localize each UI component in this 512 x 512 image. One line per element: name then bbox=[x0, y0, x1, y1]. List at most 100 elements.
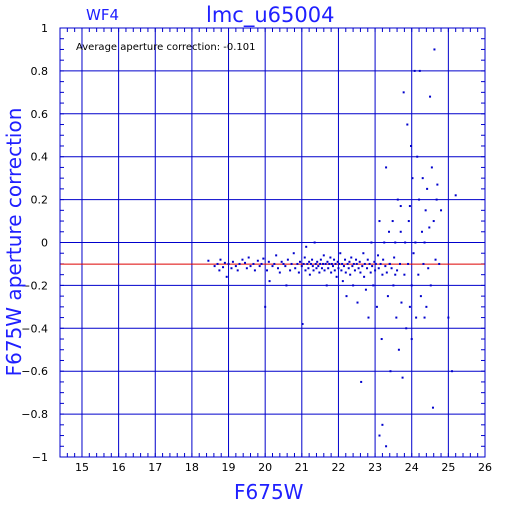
data-point bbox=[388, 230, 391, 233]
data-point bbox=[333, 258, 336, 261]
data-point bbox=[366, 258, 369, 261]
data-point bbox=[341, 280, 344, 283]
data-point bbox=[396, 269, 399, 272]
data-point bbox=[440, 209, 443, 212]
data-point bbox=[402, 91, 405, 94]
data-point bbox=[213, 265, 216, 268]
data-point bbox=[334, 262, 337, 265]
data-point bbox=[355, 262, 358, 265]
data-point bbox=[364, 288, 367, 291]
data-point bbox=[247, 256, 250, 259]
x-tick-label: 20 bbox=[258, 461, 272, 474]
y-tick-label: −0.4 bbox=[21, 322, 48, 335]
data-point bbox=[330, 271, 333, 274]
data-point bbox=[394, 273, 397, 276]
average-annotation: Average aperture correction: -0.101 bbox=[76, 42, 256, 53]
grid-lines bbox=[59, 27, 486, 458]
data-point bbox=[289, 269, 292, 272]
data-point bbox=[405, 327, 408, 330]
data-point bbox=[355, 258, 358, 261]
data-point bbox=[363, 262, 366, 265]
data-point bbox=[426, 187, 429, 190]
x-tick-label: 15 bbox=[75, 461, 89, 474]
data-point bbox=[380, 338, 383, 341]
data-point bbox=[390, 267, 393, 270]
data-point bbox=[418, 198, 421, 201]
data-point bbox=[311, 258, 314, 261]
data-point bbox=[339, 252, 342, 255]
data-point bbox=[273, 262, 276, 265]
data-point bbox=[435, 198, 438, 201]
x-tick-label: 24 bbox=[405, 461, 419, 474]
data-point bbox=[296, 262, 299, 265]
data-point bbox=[404, 241, 407, 244]
data-point bbox=[414, 241, 417, 244]
data-point bbox=[422, 262, 425, 265]
data-point bbox=[301, 323, 304, 326]
data-point bbox=[367, 316, 370, 319]
data-point bbox=[329, 256, 332, 259]
data-point bbox=[381, 423, 384, 426]
data-point bbox=[264, 305, 267, 308]
data-point bbox=[423, 241, 426, 244]
data-point bbox=[207, 259, 210, 262]
data-point bbox=[361, 265, 364, 268]
x-tick-label: 21 bbox=[295, 461, 309, 474]
x-axis-label: F675W bbox=[234, 480, 304, 504]
data-point bbox=[294, 267, 297, 270]
data-point bbox=[322, 254, 325, 257]
data-point bbox=[413, 69, 416, 72]
y-tick-label: −0.2 bbox=[21, 279, 48, 292]
data-point bbox=[260, 262, 263, 265]
data-point bbox=[410, 338, 413, 341]
data-point bbox=[276, 267, 279, 270]
data-point bbox=[290, 262, 293, 265]
data-point bbox=[340, 269, 343, 272]
data-point bbox=[421, 177, 424, 180]
data-point bbox=[454, 194, 457, 197]
data-point bbox=[392, 284, 395, 287]
data-point bbox=[238, 262, 241, 265]
data-point bbox=[352, 262, 355, 265]
y-tick-label: 0 bbox=[41, 237, 48, 250]
data-point bbox=[253, 269, 256, 272]
data-point bbox=[447, 316, 450, 319]
data-point bbox=[377, 254, 380, 257]
data-point bbox=[336, 260, 339, 263]
data-point bbox=[368, 262, 371, 265]
x-tick-label: 16 bbox=[112, 461, 126, 474]
data-point bbox=[359, 271, 362, 274]
y-axis-label: F675W aperture correction bbox=[2, 107, 26, 377]
data-point bbox=[305, 245, 308, 248]
data-point bbox=[218, 269, 221, 272]
data-point bbox=[377, 267, 380, 270]
data-point bbox=[424, 209, 427, 212]
data-point bbox=[395, 316, 398, 319]
data-point bbox=[411, 177, 414, 180]
data-point bbox=[406, 123, 409, 126]
data-point bbox=[227, 262, 230, 265]
y-tick-label: 0.2 bbox=[31, 194, 49, 207]
data-point bbox=[363, 275, 366, 278]
data-point bbox=[320, 267, 323, 270]
data-point bbox=[394, 241, 397, 244]
data-point bbox=[262, 257, 265, 260]
data-point bbox=[388, 262, 391, 265]
y-tick-label: 0.6 bbox=[31, 108, 49, 121]
data-point bbox=[306, 262, 309, 265]
data-point bbox=[403, 273, 406, 276]
data-point bbox=[412, 252, 415, 255]
data-point bbox=[372, 284, 375, 287]
data-point bbox=[230, 267, 233, 270]
data-point bbox=[267, 260, 270, 263]
data-point bbox=[399, 205, 402, 208]
data-point bbox=[375, 305, 378, 308]
data-point bbox=[358, 260, 361, 263]
data-point bbox=[415, 316, 418, 319]
data-point bbox=[427, 267, 430, 270]
data-point bbox=[360, 380, 363, 383]
data-point bbox=[378, 220, 381, 223]
data-point bbox=[225, 275, 228, 278]
data-point bbox=[397, 348, 400, 351]
